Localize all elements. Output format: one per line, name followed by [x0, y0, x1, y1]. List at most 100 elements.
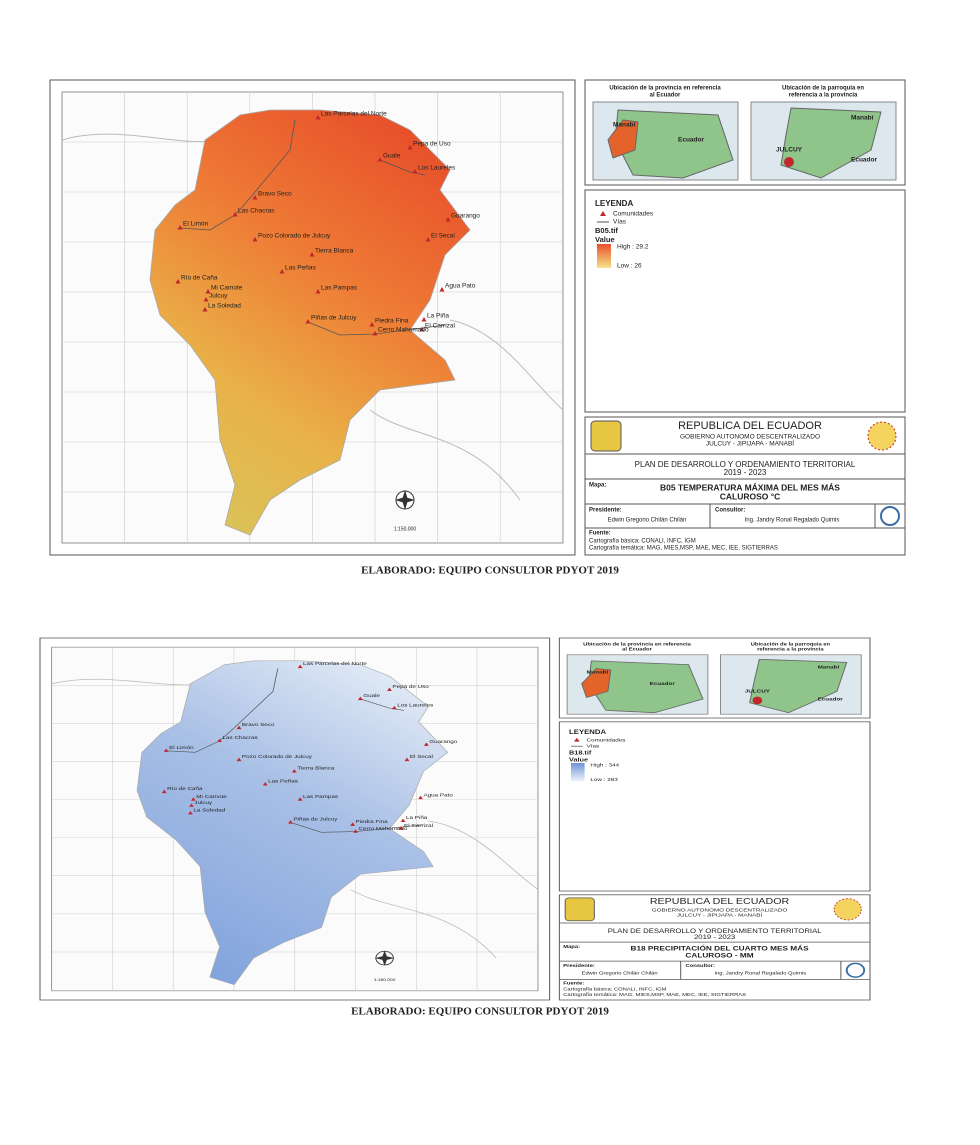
consultant-logo [880, 506, 900, 526]
place-label: Cerro Mahomado [358, 826, 407, 831]
place-label: Guale [363, 694, 380, 699]
president: Edwin Gregorio Chilán Chilán [608, 518, 687, 524]
place-label: Río de Caña [167, 787, 203, 792]
province-shape [780, 107, 882, 179]
community-marker [369, 322, 375, 327]
gad-name: GOBIERNO AUTONOMO DESCENTRALIZADO [680, 434, 820, 441]
place-label: Las Pampas [321, 285, 358, 292]
place-label: Piñas de Julcuy [311, 315, 357, 322]
community-marker [175, 279, 181, 284]
inset-label: Manabí [851, 115, 874, 122]
inset-label: Ecuador [851, 157, 877, 164]
place-label: Cerro Mahomado [378, 327, 429, 334]
legend-box [584, 189, 906, 413]
community-marker [163, 748, 169, 752]
president-label: Presidente: [589, 508, 622, 514]
inset-label: Manabí [587, 670, 609, 675]
map-label: Mapa: [589, 483, 606, 489]
legend-box [558, 721, 871, 892]
community-marker [439, 287, 445, 292]
community-marker [391, 705, 397, 710]
inset-label: JULCUY [745, 689, 770, 694]
legend-high: High : 29.2 [617, 244, 649, 251]
community-marker [400, 818, 406, 823]
place-label: Guale [383, 153, 401, 160]
place-label: El Carrizal [425, 323, 456, 330]
consultant-label: Consultor: [715, 508, 745, 514]
community-marker [279, 269, 285, 274]
place-label: Las Parcelas del Norte [321, 111, 387, 118]
inset-title: al Ecuador [622, 647, 652, 652]
consultant-logo [845, 962, 866, 978]
community-marker [217, 738, 223, 743]
place-label: Las Peñas [268, 779, 298, 784]
plan-title: 2019 - 2023 [724, 468, 767, 477]
community-marker [398, 826, 404, 830]
legend-marker [573, 737, 580, 742]
community-marker [419, 327, 425, 332]
province-shape [581, 668, 612, 698]
community-marker [202, 307, 208, 312]
inset-label: Manabí [613, 122, 636, 129]
inset-title: referencia a la provincia [789, 93, 858, 99]
community-marker [418, 795, 423, 800]
map-title: CALUROSO - MM [685, 951, 753, 959]
place-label: Tierra Blanca [315, 248, 354, 255]
place-label: Mi Camote [196, 794, 226, 799]
road [379, 159, 426, 176]
caption: ELABORADO: EQUIPO CONSULTOR PDYOT 2019 [361, 565, 619, 577]
legend-item: Comunidades [587, 738, 626, 743]
inset-label: Ecuador [650, 682, 676, 687]
president-label: Presidente: [563, 963, 595, 968]
inset-title: Ubicación de la parroquia en [782, 86, 864, 92]
gad-logo [833, 898, 862, 921]
place-label: El Limón [169, 746, 193, 751]
legend-low: Low : 283 [590, 778, 617, 783]
legend-ramp [571, 762, 585, 782]
gad-logo [867, 421, 897, 451]
place-label: Tierra Blanca [297, 766, 335, 771]
community-marker [423, 742, 429, 746]
place-label: Los Laureles [418, 165, 456, 172]
place-label: Las Chacras [238, 208, 275, 215]
source-label: Fuente: [589, 531, 611, 537]
road [166, 668, 279, 753]
community-marker [236, 725, 242, 730]
legend-title: LEYENDA [569, 730, 606, 736]
community-marker [353, 829, 358, 833]
map-title: B18 PRECIPITACIÓN DEL CUARTO MES MÁS [630, 945, 808, 953]
community-marker [252, 195, 258, 200]
community-marker [236, 757, 242, 762]
community-marker [421, 317, 427, 322]
place-label: El Secal [431, 233, 455, 240]
community-marker [377, 157, 383, 162]
community-marker [407, 145, 413, 150]
place-label: Piedra Fina [375, 318, 409, 325]
inset-title: Ubicación de la provincia en referencia [609, 86, 721, 92]
country-title: REPUBLICA DEL ECUADOR [678, 420, 822, 432]
community-marker [425, 237, 431, 242]
consultant-label: Consultor: [686, 963, 716, 968]
community-marker [309, 252, 315, 257]
legend-marker [600, 211, 606, 216]
country-title: REPUBLICA DEL ECUADOR [650, 897, 789, 907]
map-layout: Las Parcelas del Norte Pepa de Uso Guale Lo… [49, 79, 906, 556]
community-marker [350, 822, 356, 826]
north-arrow [395, 490, 415, 510]
place-label: Pepa de Uso [413, 141, 451, 148]
parish-shape [752, 696, 763, 705]
community-marker [404, 757, 410, 762]
road [360, 698, 405, 711]
community-marker [189, 803, 194, 807]
consultant: Ing. Jandry Ronal Regalado Quimis [714, 971, 806, 976]
place-label: Piedra Fina [355, 819, 388, 824]
legend-high: High : 344 [590, 763, 619, 768]
place-label: Piñas de Julcuy [293, 817, 337, 822]
community-marker [161, 789, 167, 794]
map-layout: Las Parcelas del Norte Pepa de Uso Guale Lo… [39, 637, 871, 1001]
north-arrow [374, 950, 395, 966]
legend-item: Vías [587, 744, 600, 749]
source: Cartografía temática: MAG, MIES,MSP, MAE… [563, 992, 746, 997]
community-marker [252, 237, 258, 242]
